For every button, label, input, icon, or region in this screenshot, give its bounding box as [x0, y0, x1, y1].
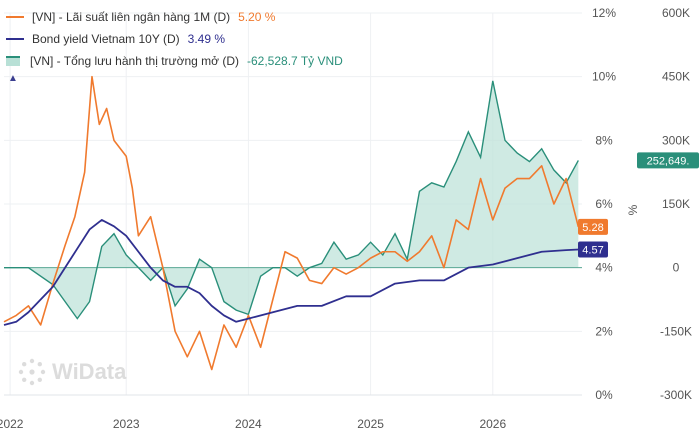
badge-bond-bg	[578, 241, 608, 258]
badge-bond-text: 4.57	[582, 245, 603, 257]
series-bond-line	[3, 219, 579, 326]
watermark-text: WiData	[52, 359, 127, 384]
axis-unit-label: %	[626, 204, 640, 215]
chevron-up-icon[interactable]: ▲	[8, 73, 18, 84]
legend-item-omo[interactable]: [VN] - Tổng lưu hành thị trường mở (D) -…	[6, 50, 343, 72]
right-axis-tick: -300K	[660, 388, 692, 402]
legend: [VN] - Lãi suất liên ngân hàng 1M (D) 5.…	[6, 6, 343, 86]
legend-value-bond: 3.49 %	[187, 32, 225, 46]
series-interbank-line	[3, 75, 580, 371]
left-axis-tick: 4%	[595, 261, 613, 275]
x-axis-tick: 2026	[479, 417, 506, 431]
left-axis-tick: 12%	[592, 6, 616, 20]
legend-value-interbank: 5.20 %	[238, 10, 276, 24]
right-axis-tick: 600K	[662, 6, 690, 20]
left-axis-tick: 0%	[595, 388, 613, 402]
right-axis-tick: 0	[673, 261, 680, 275]
x-axis-tick: 2023	[113, 417, 140, 431]
watermark-logo-icon	[18, 358, 46, 386]
legend-label-bond: Bond yield Vietnam 10Y (D)	[32, 32, 180, 46]
right-axis-tick: -150K	[660, 324, 692, 338]
x-axis-tick: 2022	[0, 417, 24, 431]
x-axis-tick: 2024	[235, 417, 262, 431]
right-axis-tick: 450K	[662, 70, 690, 84]
legend-swatch-omo	[6, 56, 20, 66]
legend-item-bond[interactable]: Bond yield Vietnam 10Y (D) 3.49 %	[6, 28, 343, 50]
badge-omo-bg	[637, 152, 699, 169]
left-axis-tick: 2%	[595, 324, 613, 338]
legend-label-interbank: [VN] - Lãi suất liên ngân hàng 1M (D)	[32, 10, 231, 24]
badge-interbank-bg	[578, 218, 608, 235]
right-axis-tick: 150K	[662, 197, 690, 211]
badge-interbank-text: 5.28	[582, 222, 603, 234]
series-omo-line	[4, 80, 579, 320]
legend-swatch-bond	[6, 38, 24, 40]
legend-swatch-interbank	[6, 16, 24, 18]
badge-omo-text: 252,649.	[647, 155, 690, 167]
left-axis-tick: 8%	[595, 133, 613, 147]
series-omo-area	[4, 80, 579, 319]
left-axis-tick: 6%	[595, 197, 613, 211]
right-axis-tick: 300K	[662, 133, 690, 147]
legend-label-omo: [VN] - Tổng lưu hành thị trường mở (D)	[30, 54, 239, 68]
watermark: WiData	[18, 358, 126, 386]
left-axis-tick: 10%	[592, 70, 616, 84]
legend-item-interbank[interactable]: [VN] - Lãi suất liên ngân hàng 1M (D) 5.…	[6, 6, 343, 28]
x-axis-tick: 2025	[357, 417, 384, 431]
legend-value-omo: -62,528.7 Tỷ VND	[247, 54, 343, 68]
